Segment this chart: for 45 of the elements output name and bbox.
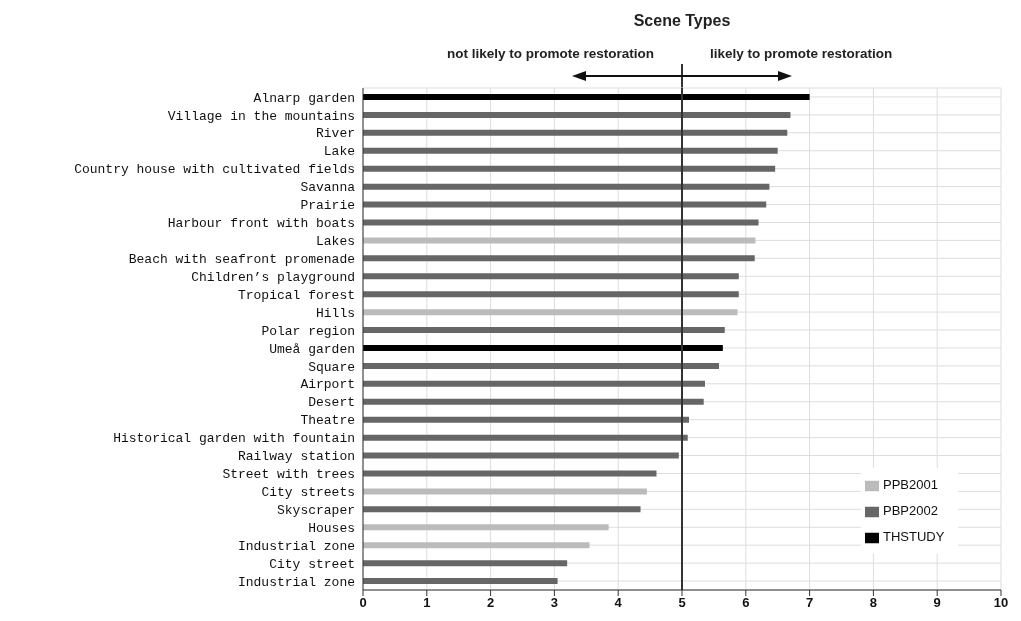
x-tick-label: 3 <box>550 595 559 611</box>
y-tick-label: Square <box>308 359 355 375</box>
y-tick-label: Street with trees <box>222 467 355 483</box>
y-tick-label: Houses <box>308 520 355 536</box>
y-tick-label: Tropical forest <box>237 287 355 303</box>
y-tick-label: Desert <box>308 395 355 411</box>
legend-label: PPB2001 <box>883 477 938 492</box>
y-tick-label: Railway station <box>237 449 355 465</box>
x-tick-label: 9 <box>933 595 941 611</box>
x-tick-label: 5 <box>678 595 686 611</box>
y-tick-label: Industrial zone <box>237 574 355 590</box>
y-tick-label: Industrial zone <box>237 538 355 554</box>
y-tick-label: Skyscraper <box>276 502 355 518</box>
legend-label: THSTUDY <box>883 529 945 544</box>
y-tick-label: Savanna <box>300 180 356 196</box>
x-tick-label: 0 <box>359 595 367 611</box>
y-tick-label: Historical garden with fountain <box>113 431 355 447</box>
y-tick-label: Hills <box>315 305 355 321</box>
x-tick-label: 2 <box>486 595 495 611</box>
y-tick-label: Lakes <box>315 234 355 250</box>
y-tick-label: Children’s playground <box>191 269 355 285</box>
y-tick-label: Theatre <box>300 413 355 429</box>
y-tick-label: Beach with seafront promenade <box>128 251 355 267</box>
y-tick-label: River <box>315 126 355 142</box>
y-tick-label: Harbour front with boats <box>167 216 355 232</box>
x-tick-label: 4 <box>614 595 623 611</box>
y-tick-label: Umeå garden <box>269 341 355 357</box>
chart-title: Scene Types <box>632 12 732 30</box>
y-tick-label: Prairie <box>300 198 355 214</box>
x-tick-label: 7 <box>805 595 814 611</box>
text: not likely to promote restoration <box>446 46 654 61</box>
y-tick-label: City streets <box>261 485 355 501</box>
y-tick-label: Alnarp garden <box>253 90 355 106</box>
x-tick-label: 6 <box>742 595 750 611</box>
x-tick-label: 1 <box>423 595 431 611</box>
y-tick-label: Village in the mountains <box>167 108 355 124</box>
x-tick-label: 10 <box>993 595 1009 611</box>
text: likely to promote restoration <box>710 46 893 61</box>
y-tick-label: Lake <box>323 144 355 160</box>
legend-label: PBP2002 <box>883 503 938 518</box>
y-tick-label: Polar region <box>261 323 355 339</box>
y-tick-label: Airport <box>300 377 355 393</box>
y-tick-label: City street <box>269 556 355 572</box>
y-tick-label: Country house with cultivated fields <box>74 162 355 178</box>
x-tick-label: 8 <box>869 595 878 611</box>
